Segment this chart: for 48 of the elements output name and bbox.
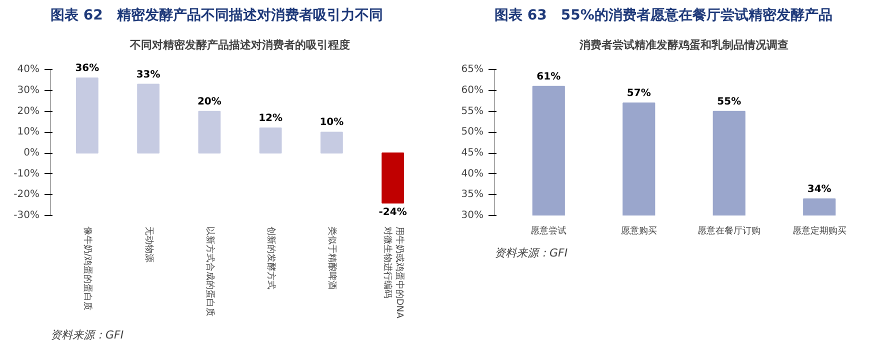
x-tick-label: 创新的发酵方式	[266, 226, 277, 290]
data-label: 61%	[536, 71, 561, 82]
y-tick-label: -30%	[14, 210, 40, 221]
chart-subtitle: 不同对精密发酵产品描述对消费者的吸引程度	[129, 38, 350, 52]
bar	[76, 78, 98, 154]
data-label: 12%	[258, 113, 283, 124]
bar	[259, 128, 282, 154]
y-tick-label: -20%	[14, 189, 40, 200]
chart-title: 图表 62 精密发酵产品不同描述对消费者吸引力不同	[50, 6, 383, 24]
x-tick-label: 以新方式合成的蛋白质	[204, 226, 216, 316]
y-tick-label: 65%	[461, 64, 484, 76]
bar	[320, 132, 343, 154]
data-label: 34%	[807, 184, 832, 195]
x-tick-label: 像牛奶/鸡蛋的蛋白质	[82, 226, 94, 311]
x-tick-label: 用牛奶或鸡蛋中的DNA对微生物进行编码	[382, 226, 405, 320]
chart-subtitle: 消费者尝试精准发酵鸡蛋和乳制品情况调查	[578, 38, 788, 52]
bar	[198, 110, 221, 154]
y-tick-label: 20%	[17, 106, 40, 117]
y-tick-label: 60%	[461, 85, 484, 96]
y-tick-label: 0%	[24, 148, 40, 159]
data-label: -24%	[378, 207, 407, 218]
x-tick-label: 愿意购买	[620, 226, 657, 236]
y-tick-label: 30%	[17, 85, 40, 96]
y-tick-label: 55%	[461, 106, 484, 117]
chart-title: 图表 63 55%的消费者愿意在餐厅尝试精密发酵产品	[494, 6, 832, 24]
data-label: 33%	[136, 69, 160, 80]
data-label: 36%	[75, 63, 100, 74]
bar	[382, 152, 404, 204]
y-tick-label: 45%	[461, 148, 484, 159]
x-tick-label: 愿意尝试	[530, 226, 567, 236]
data-label: 20%	[197, 96, 222, 108]
data-label: 10%	[320, 117, 344, 128]
x-tick-label: 无动物源	[143, 226, 154, 262]
y-tick-label: 40%	[461, 168, 484, 180]
y-tick-label: 35%	[461, 189, 484, 200]
x-tick-label: 类似于精酿啤酒	[326, 226, 338, 290]
text: 资料来源：GFI	[50, 328, 124, 342]
bar	[137, 84, 160, 154]
text: 资料来源：GFI	[494, 246, 568, 260]
data-label: 57%	[626, 88, 651, 100]
y-tick-label: 50%	[461, 126, 484, 138]
y-tick-label: 40%	[17, 64, 40, 76]
x-tick-label: 愿意在餐厅订购	[698, 226, 761, 236]
y-tick-label: 30%	[461, 210, 484, 221]
data-label: 55%	[717, 96, 742, 108]
y-tick-label: 10%	[17, 126, 40, 138]
y-tick-label: -10%	[14, 168, 40, 180]
x-tick-label: 愿意定期购买	[792, 226, 846, 236]
